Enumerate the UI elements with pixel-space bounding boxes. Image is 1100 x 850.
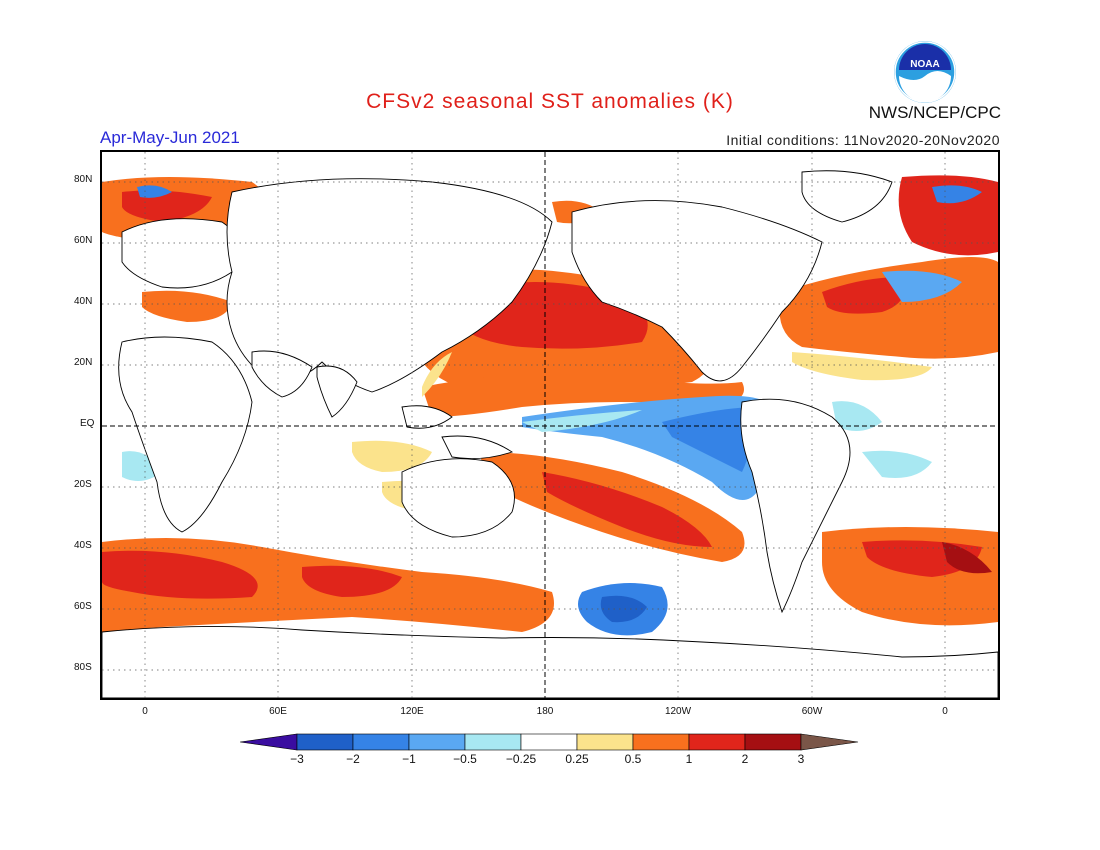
colorbar-swatch	[688, 733, 746, 751]
org-label: NWS/NCEP/CPC	[868, 103, 1001, 122]
colorbar-tick-label: −3	[290, 752, 304, 766]
lon-label: 0	[942, 706, 948, 717]
map-title: CFSv2 seasonal SST anomalies (K)	[366, 90, 734, 113]
lat-label: 40S	[74, 540, 92, 551]
season-label: Apr-May-Jun 2021	[100, 128, 240, 147]
lat-label: 80N	[74, 174, 93, 185]
colorbar-swatch	[408, 733, 466, 751]
colorbar-tick-label: −0.5	[453, 752, 477, 766]
colorbar-tick-label: 0.5	[624, 752, 642, 766]
lon-label: 120E	[400, 706, 424, 717]
colorbar-tick-label: −2	[346, 752, 360, 766]
colorbar	[240, 733, 859, 751]
lat-label: 80S	[74, 662, 92, 673]
lat-label: 60S	[74, 601, 92, 612]
colorbar-swatch	[296, 733, 354, 751]
colorbar-max-arrow	[800, 733, 859, 751]
lat-label: 20N	[74, 357, 93, 368]
colorbar-tick-label: 2	[741, 752, 749, 766]
noaa-logo-icon: NOAA	[894, 41, 956, 103]
colorbar-min-arrow	[240, 733, 298, 751]
lat-label: 20S	[74, 479, 92, 490]
lon-label: 60E	[269, 706, 287, 717]
colorbar-tick-label: 3	[797, 752, 805, 766]
colorbar-swatch	[576, 733, 634, 751]
lon-label: 180	[536, 706, 554, 717]
lon-label: 60W	[801, 706, 823, 717]
svg-text:NOAA: NOAA	[910, 59, 939, 70]
colorbar-tick-label: 1	[685, 752, 693, 766]
initial-conditions-label: Initial conditions: 11Nov2020-20Nov2020	[726, 132, 1000, 148]
colorbar-swatch	[520, 733, 578, 751]
colorbar-swatch	[464, 733, 522, 751]
lat-label: 40N	[74, 296, 93, 307]
lon-label: 0	[142, 706, 148, 717]
lon-label: 120W	[664, 706, 692, 717]
colorbar-tick-label: 0.25	[565, 752, 589, 766]
colorbar-swatch	[744, 733, 802, 751]
colorbar-swatch	[632, 733, 690, 751]
colorbar-swatch	[352, 733, 410, 751]
colorbar-tick-label: −0.25	[505, 752, 537, 766]
colorbar-tick-label: −1	[402, 752, 416, 766]
lat-label: 60N	[74, 235, 93, 246]
lat-label: EQ	[80, 418, 95, 429]
sst-anomaly-map	[100, 150, 1000, 700]
